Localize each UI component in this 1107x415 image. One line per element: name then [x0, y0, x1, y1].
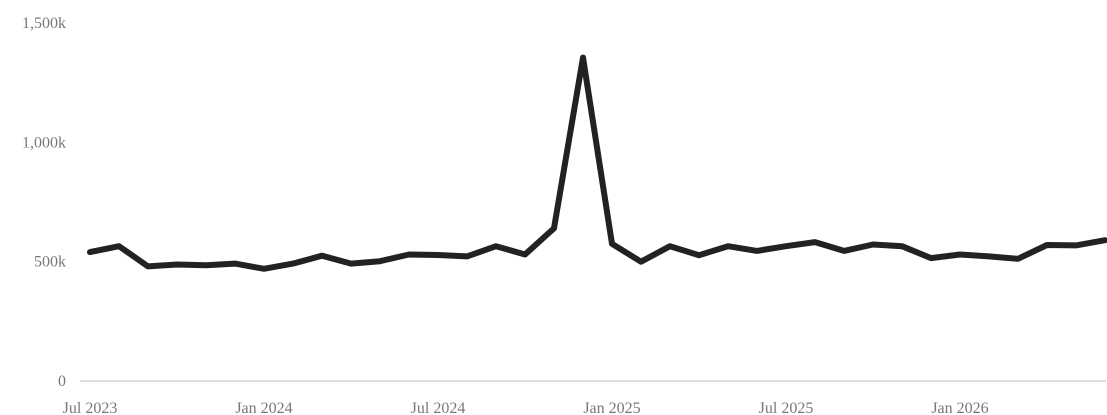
- x-axis-labels: Jul 2023 Jan 2024 Jul 2024 Jan 2025 Jul 2025…: [63, 400, 989, 415]
- x-tick-label: Jan 2024: [235, 400, 292, 415]
- series-group: [87, 54, 1107, 272]
- x-tick-label: Jul 2023: [63, 400, 118, 415]
- y-tick-label: 500k: [34, 254, 66, 271]
- x-tick-label: Jan 2026: [931, 400, 988, 415]
- x-tick-label: Jan 2025: [583, 400, 640, 415]
- y-axis-labels: 0 500k 1,000k 1,500k: [22, 15, 66, 390]
- series-line: [87, 54, 1107, 272]
- y-tick-label: 1,000k: [22, 134, 66, 151]
- y-tick-label: 0: [58, 373, 66, 390]
- x-tick-label: Jul 2024: [411, 400, 466, 415]
- x-tick-label: Jul 2025: [759, 400, 814, 415]
- y-tick-label: 1,500k: [22, 15, 66, 32]
